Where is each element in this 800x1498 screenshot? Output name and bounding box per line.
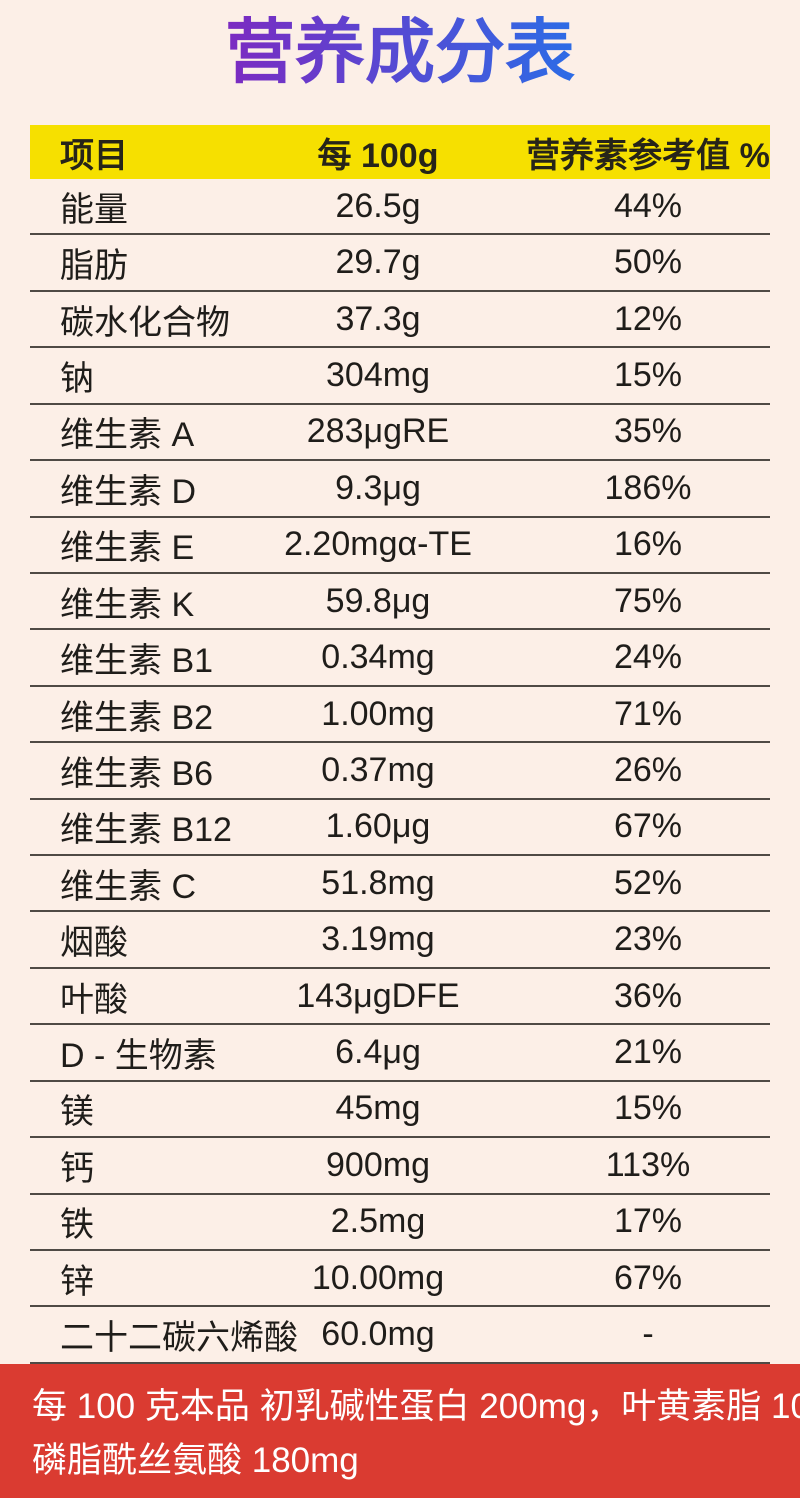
nutrient-nrv: 44%	[613, 186, 683, 225]
column-header-nrv: 营养素参考值 %	[526, 136, 770, 175]
nutrient-nrv: 75%	[613, 581, 683, 620]
nutrient-amount: 283μgRE	[306, 412, 450, 451]
table-row: 维生素 D 9.3μg 186%	[30, 461, 770, 518]
nutrient-name: 二十二碳六烯酸	[60, 1319, 298, 1358]
page-title: 营养成分表	[225, 13, 575, 91]
nutrient-name: 维生素 B2	[60, 698, 214, 737]
nutrient-amount: 45mg	[335, 1089, 421, 1128]
nutrient-name: 能量	[60, 190, 128, 229]
nutrient-name: 烟酸	[60, 924, 128, 963]
table-row: 脂肪 29.7g 50%	[30, 235, 770, 292]
table-row: 维生素 B6 0.37mg 26%	[30, 743, 770, 800]
nutrient-amount: 59.8μg	[325, 581, 431, 620]
table-row: 二十二碳六烯酸 60.0mg -	[30, 1307, 770, 1364]
nutrient-amount: 10.00mg	[311, 1258, 445, 1297]
nutrient-nrv: 67%	[613, 807, 683, 846]
nutrient-amount: 3.19mg	[321, 920, 435, 959]
nutrient-name: 钙	[60, 1149, 94, 1188]
nutrient-name: 维生素 A	[60, 416, 195, 455]
nutrient-amount: 37.3g	[335, 299, 421, 338]
table-row: 钙 900mg 113%	[30, 1138, 770, 1195]
nutrient-nrv: 35%	[613, 412, 683, 451]
nutrient-name: 维生素 B1	[60, 642, 214, 681]
table-row: D - 生物素 6.4μg 21%	[30, 1025, 770, 1082]
nutrient-amount: 9.3μg	[335, 468, 421, 507]
table-row: 维生素 B12 1.60μg 67%	[30, 800, 770, 857]
nutrient-name: 碳水化合物	[60, 303, 230, 342]
nutrient-name: 镁	[60, 1093, 94, 1132]
nutrient-name: 锌	[60, 1262, 94, 1301]
nutrient-nrv: 71%	[613, 694, 683, 733]
nutrient-nrv: 21%	[613, 1033, 683, 1072]
table-row: 烟酸 3.19mg 23%	[30, 912, 770, 969]
nutrient-nrv: 36%	[613, 976, 683, 1015]
nutrient-nrv: 12%	[613, 299, 683, 338]
table-row: 维生素 B1 0.34mg 24%	[30, 630, 770, 687]
nutrient-amount: 0.34mg	[321, 638, 435, 677]
nutrition-table: 项目 每 100g 营养素参考值 % 能量 26.5g 44% 脂肪 29.7g…	[30, 125, 770, 1364]
nutrient-nrv: -	[642, 1315, 654, 1354]
nutrient-nrv: 26%	[613, 750, 683, 789]
nutrient-amount: 29.7g	[335, 243, 421, 282]
nutrient-name: 维生素 D	[60, 472, 196, 511]
nutrient-amount: 51.8mg	[321, 863, 435, 902]
nutrient-amount: 0.37mg	[321, 750, 435, 789]
nutrient-nrv: 24%	[613, 638, 683, 677]
nutrient-name: 铁	[60, 1206, 94, 1245]
nutrient-nrv: 186%	[604, 468, 692, 507]
table-row: 叶酸 143μgDFE 36%	[30, 969, 770, 1026]
table-header-row: 项目 每 100g 营养素参考值 %	[30, 125, 770, 179]
nutrient-amount: 143μgDFE	[296, 976, 460, 1015]
nutrient-amount: 1.60μg	[325, 807, 431, 846]
nutrient-name: 维生素 K	[60, 585, 195, 624]
nutrient-nrv: 16%	[613, 525, 683, 564]
nutrient-name: 钠	[60, 359, 94, 398]
nutrient-amount: 6.4μg	[335, 1033, 421, 1072]
table-row: 铁 2.5mg 17%	[30, 1195, 770, 1252]
table-row: 碳水化合物 37.3g 12%	[30, 292, 770, 349]
nutrient-nrv: 50%	[613, 243, 683, 282]
nutrient-name: 叶酸	[60, 980, 128, 1019]
table-body: 能量 26.5g 44% 脂肪 29.7g 50% 碳水化合物 37.3g 12…	[30, 179, 770, 1364]
footer-line-1: 每 100 克本品 初乳碱性蛋白 200mg，叶黄素脂 10mg,	[32, 1387, 800, 1426]
nutrient-amount: 304mg	[326, 355, 430, 394]
table-row: 维生素 C 51.8mg 52%	[30, 856, 770, 913]
nutrient-amount: 900mg	[326, 1145, 430, 1184]
nutrient-amount: 1.00mg	[321, 694, 435, 733]
nutrient-name: D - 生物素	[60, 1037, 217, 1076]
nutrient-nrv: 17%	[613, 1202, 683, 1241]
nutrient-amount: 2.20mgα-TE	[284, 525, 472, 564]
nutrient-name: 维生素 C	[60, 867, 196, 906]
nutrient-amount: 60.0mg	[321, 1315, 435, 1354]
nutrient-nrv: 67%	[613, 1258, 683, 1297]
table-row: 能量 26.5g 44%	[30, 179, 770, 236]
nutrient-amount: 2.5mg	[330, 1202, 426, 1241]
nutrient-nrv: 23%	[613, 920, 683, 959]
page-title-block: 营养成分表	[0, 0, 800, 125]
nutrient-nrv: 15%	[613, 1089, 683, 1128]
table-row: 镁 45mg 15%	[30, 1082, 770, 1139]
column-header-per100g: 每 100g	[317, 136, 439, 175]
footer-line-2: 磷脂酰丝氨酸 180mg	[32, 1441, 359, 1480]
nutrient-nrv: 15%	[613, 355, 683, 394]
table-row: 钠 304mg 15%	[30, 348, 770, 405]
nutrient-name: 维生素 B12	[60, 811, 232, 850]
nutrient-name: 脂肪	[60, 247, 128, 286]
table-row: 维生素 A 283μgRE 35%	[30, 405, 770, 462]
table-row: 锌 10.00mg 67%	[30, 1251, 770, 1308]
nutrient-nrv: 113%	[605, 1145, 691, 1184]
nutrient-name: 维生素 B6	[60, 754, 214, 793]
footer-banner: 每 100 克本品 初乳碱性蛋白 200mg，叶黄素脂 10mg, 磷脂酰丝氨酸…	[0, 1364, 800, 1498]
nutrient-nrv: 52%	[613, 863, 683, 902]
nutrient-amount: 26.5g	[335, 186, 421, 225]
table-row: 维生素 K 59.8μg 75%	[30, 574, 770, 631]
table-row: 维生素 B2 1.00mg 71%	[30, 687, 770, 744]
column-header-item: 项目	[60, 136, 128, 175]
nutrient-name: 维生素 E	[60, 529, 195, 568]
table-row: 维生素 E 2.20mgα-TE 16%	[30, 518, 770, 574]
